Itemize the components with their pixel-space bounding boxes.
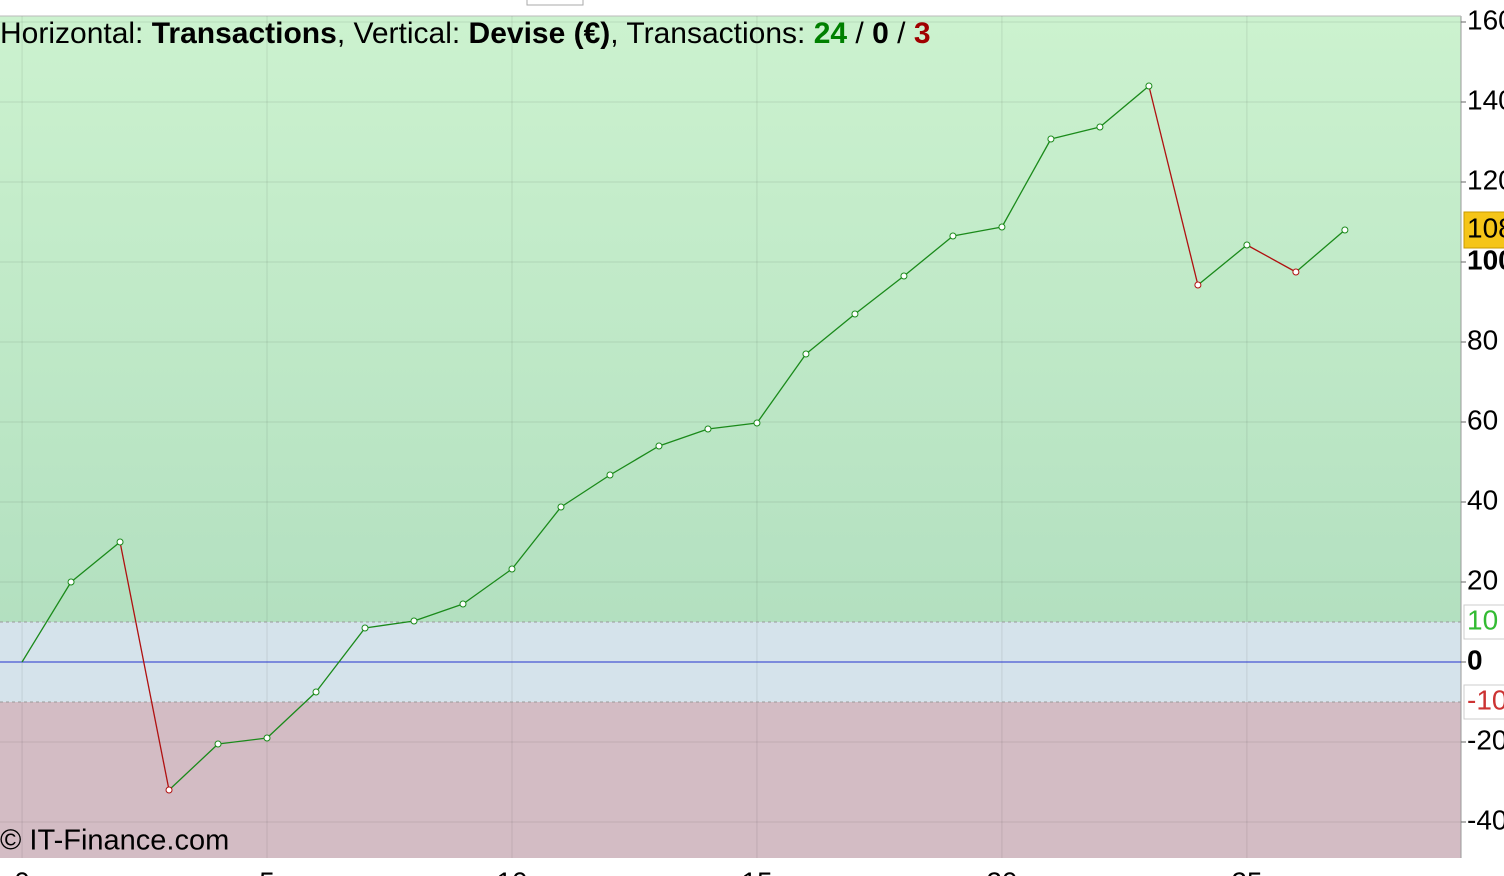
point <box>1292 268 1300 276</box>
threshold-label-box <box>1463 604 1504 640</box>
y-tick-label: 0 <box>1467 644 1483 675</box>
line-segment <box>756 353 807 424</box>
point <box>214 740 222 748</box>
point <box>998 223 1006 231</box>
point <box>312 688 320 696</box>
grid <box>0 16 1466 858</box>
point <box>116 538 124 546</box>
line-segment <box>266 691 317 739</box>
point <box>704 425 712 433</box>
point <box>263 734 271 742</box>
line-segment <box>1050 126 1101 140</box>
point <box>459 600 467 608</box>
point <box>606 471 614 479</box>
series <box>21 82 1349 794</box>
point <box>655 442 663 450</box>
tab[interactable] <box>526 0 584 6</box>
line-segment <box>462 568 513 605</box>
line-segment <box>1099 85 1150 128</box>
line-segment <box>1246 244 1297 273</box>
line-segment <box>364 620 415 629</box>
line-segment <box>413 603 464 622</box>
point <box>1096 123 1104 131</box>
line-segment <box>21 581 72 663</box>
title-part: , Vertical: <box>337 17 469 50</box>
x-tick-label: 15 <box>741 866 772 876</box>
line-segment <box>1295 229 1346 273</box>
x-tick-label: 25 <box>1231 866 1262 876</box>
y-tick-label: 20 <box>1467 564 1498 595</box>
point <box>1145 82 1153 90</box>
current-value-box <box>1463 211 1504 249</box>
y-tick-label: -20 <box>1467 724 1504 755</box>
threshold-label-box <box>1463 684 1504 720</box>
line-segment <box>511 506 562 570</box>
y-tick-label: 140 <box>1467 84 1504 115</box>
upper-zone <box>0 16 1461 622</box>
title-part: , Transactions: <box>610 17 813 50</box>
x-tick-label: 5 <box>259 866 275 876</box>
title-part: 3 <box>914 17 931 50</box>
point <box>1243 241 1251 249</box>
x-tick-label: 0 <box>14 866 30 876</box>
point <box>851 310 859 318</box>
title-part: / <box>847 17 872 50</box>
line-segment <box>707 422 758 430</box>
line-segment <box>805 313 856 355</box>
line-segment <box>854 275 905 315</box>
point <box>1194 281 1202 289</box>
line-segment <box>70 541 121 583</box>
point <box>1341 226 1349 234</box>
line-segment <box>1001 138 1052 228</box>
point <box>361 624 369 632</box>
point <box>557 503 565 511</box>
line-segment <box>1197 244 1248 286</box>
point <box>67 578 75 586</box>
line-segment <box>217 737 268 745</box>
point <box>949 232 957 240</box>
x-tick-label: 10 <box>496 866 527 876</box>
title-part: Devise (€) <box>469 17 611 50</box>
point <box>165 786 173 794</box>
chart-title: Horizontal: Transactions, Vertical: Devi… <box>0 17 931 50</box>
line-segment <box>1148 85 1199 286</box>
point <box>508 565 516 573</box>
title-part: 0 <box>872 17 889 50</box>
point <box>1047 135 1055 143</box>
y-tick-label: 100 <box>1467 244 1504 275</box>
y-tick-label: 120 <box>1467 164 1504 195</box>
current-value-label: 108 <box>1467 212 1504 243</box>
y-tick-label: -40 <box>1467 804 1504 835</box>
title-part: 24 <box>814 17 848 50</box>
y-tick-label: 40 <box>1467 484 1498 515</box>
line-segment <box>560 474 611 508</box>
y-tick-label: 80 <box>1467 324 1498 355</box>
point <box>410 617 418 625</box>
y-tick-label: 60 <box>1467 404 1498 435</box>
line-segment <box>952 226 1003 237</box>
line-segment <box>609 445 660 476</box>
point <box>753 419 761 427</box>
point <box>900 272 908 280</box>
point <box>802 350 810 358</box>
line-segment <box>315 627 366 693</box>
y-tick-label: 160 <box>1467 4 1504 35</box>
plot-background <box>0 15 1462 858</box>
threshold-label: 10 <box>1467 604 1498 635</box>
line-segment <box>168 743 219 791</box>
title-part: Horizontal: <box>0 17 152 50</box>
lower-zone <box>0 702 1461 858</box>
line-segment <box>903 235 954 277</box>
x-tick-label: 20 <box>986 866 1017 876</box>
threshold-label: -10 <box>1467 684 1504 715</box>
line-segment <box>658 428 709 447</box>
title-part: Transactions <box>152 17 337 50</box>
watermark: © IT-Finance.com <box>0 825 229 857</box>
line-segment <box>119 541 170 791</box>
title-part: / <box>889 17 914 50</box>
